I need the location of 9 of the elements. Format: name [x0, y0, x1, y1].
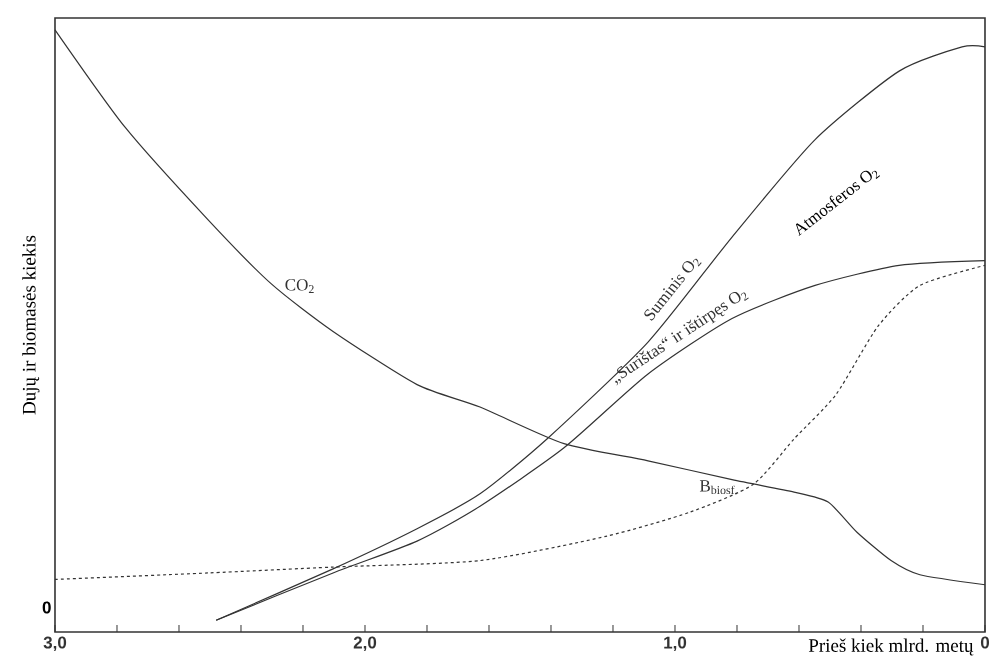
x-tick-label: 2,0 [353, 636, 377, 652]
x-tick-label: 0 [980, 636, 990, 649]
text: 0 [42, 601, 51, 614]
x-axis-title: Prieš kiek mlrd. metų [808, 638, 974, 656]
x-tick-label: 1,0 [664, 636, 687, 652]
y-axis-title: Dujų ir biomasės kiekis [22, 235, 40, 415]
series-label: CO$_{2}$ [285, 279, 314, 293]
series-label: B$_{biosf.}$ [699, 480, 737, 495]
x-tick-label: 3,0 [43, 636, 67, 652]
